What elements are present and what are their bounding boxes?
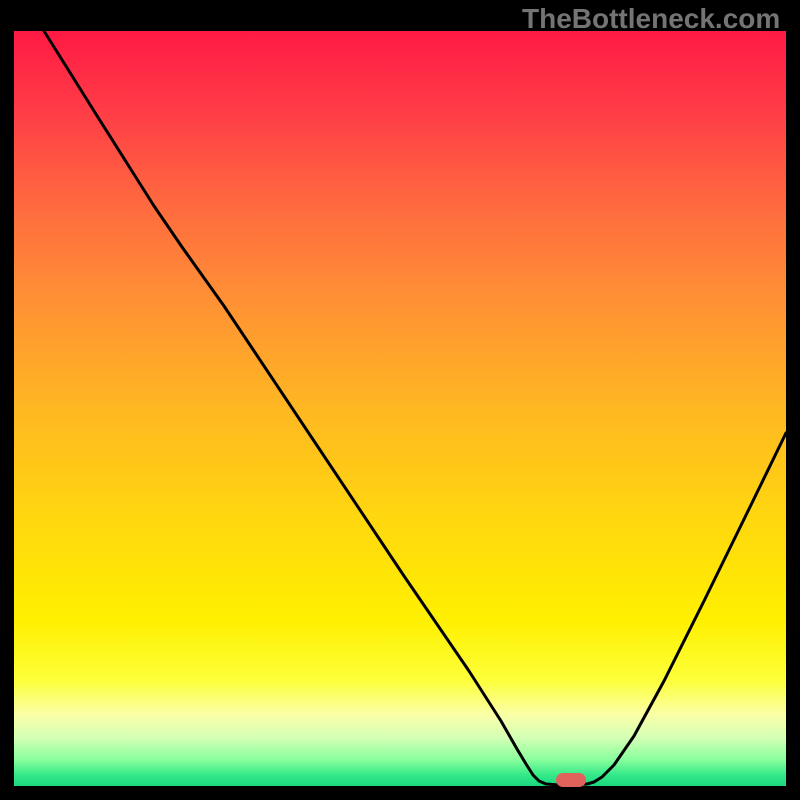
watermark-label: TheBottleneck.com: [522, 3, 780, 35]
plot-area: [14, 31, 786, 786]
bottleneck-chart: [0, 0, 800, 800]
chart-root: TheBottleneck.com: [0, 0, 800, 800]
optimal-marker: [556, 773, 586, 787]
